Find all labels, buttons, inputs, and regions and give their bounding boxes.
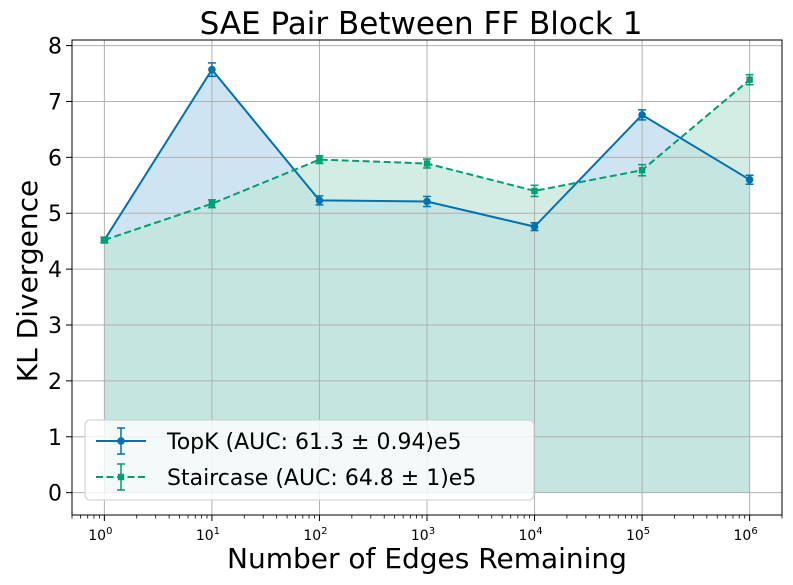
y-tick-label: 4 bbox=[48, 258, 62, 283]
y-tick-label: 8 bbox=[48, 35, 62, 60]
data-point bbox=[745, 175, 754, 184]
y-tick-label: 7 bbox=[48, 90, 62, 115]
data-point bbox=[101, 236, 108, 244]
data-point bbox=[638, 111, 646, 119]
x-tick-label: 102 bbox=[303, 526, 327, 544]
x-tick-label: 101 bbox=[196, 526, 220, 544]
x-tick-label: 104 bbox=[518, 526, 542, 544]
y-tick-label: 5 bbox=[48, 202, 62, 227]
legend-label-0: TopK (AUC: 61.3 ± 0.94)e5 bbox=[166, 430, 462, 455]
x-tick-label: 106 bbox=[734, 526, 758, 544]
data-point bbox=[117, 437, 125, 445]
data-point bbox=[423, 197, 431, 206]
y-tick-label: 1 bbox=[48, 426, 62, 451]
y-tick-label: 3 bbox=[48, 314, 62, 339]
data-point bbox=[423, 160, 431, 167]
y-tick-label: 0 bbox=[48, 482, 62, 507]
data-point bbox=[530, 222, 539, 231]
data-point bbox=[117, 473, 125, 481]
data-point bbox=[315, 196, 324, 205]
chart-title: SAE Pair Between FF Block 1 bbox=[200, 6, 643, 42]
legend-label-1: Staircase (AUC: 64.8 ± 1)e5 bbox=[167, 466, 476, 491]
data-point bbox=[746, 76, 753, 83]
axis-ticks: 100 101 102 103 104 105 106 0 1 2 3 4 5 6 7 8 bbox=[48, 35, 783, 544]
x-tick-label: 103 bbox=[411, 526, 435, 544]
data-point bbox=[316, 156, 323, 163]
data-point bbox=[531, 187, 538, 195]
y-tick-label: 6 bbox=[48, 146, 62, 171]
data-point bbox=[638, 167, 646, 174]
data-point bbox=[208, 200, 216, 207]
series-lines bbox=[100, 62, 754, 244]
x-tick-label: 105 bbox=[626, 526, 650, 544]
data-point bbox=[208, 65, 216, 74]
legend: TopK (AUC: 61.3 ± 0.94)e5 Staircase (AUC:… bbox=[84, 419, 535, 501]
x-tick-label: 100 bbox=[88, 526, 112, 544]
y-tick-label: 2 bbox=[48, 370, 62, 395]
y-axis-label: KL Divergence bbox=[11, 180, 44, 382]
legend-box bbox=[84, 419, 535, 501]
x-axis-label: Number of Edges Remaining bbox=[227, 542, 627, 575]
